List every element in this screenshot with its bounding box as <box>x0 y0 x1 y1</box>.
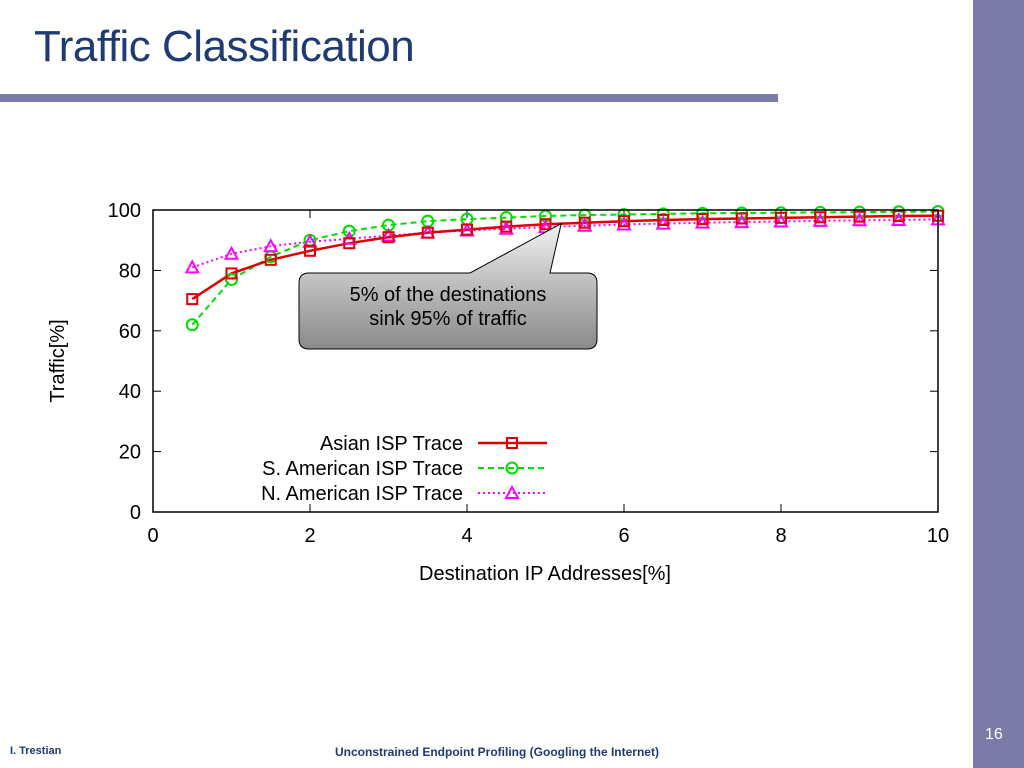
data-point-s0 <box>186 293 199 306</box>
legend: Asian ISP Trace S. American ISP Trace N. A… <box>261 433 547 505</box>
legend-marker <box>504 484 520 499</box>
slide-title: Traffic Classification <box>34 22 415 71</box>
data-point-s2 <box>498 220 514 235</box>
data-point-s1 <box>225 272 238 286</box>
x-tick-label: 6 <box>618 525 629 547</box>
data-point-s2 <box>577 217 593 232</box>
y-tick-label: 100 <box>108 200 141 222</box>
annotation-box <box>298 222 598 350</box>
data-point-s0 <box>382 231 395 244</box>
data-point-s2 <box>694 214 711 229</box>
data-point-s2 <box>616 216 632 231</box>
legend-label: N. American ISP Trace <box>261 483 463 505</box>
series-line-2 <box>191 218 939 269</box>
y-tick-label: 80 <box>119 260 141 282</box>
data-point-s0 <box>264 253 277 266</box>
data-point-s0 <box>225 267 238 280</box>
x-tick-label: 2 <box>304 525 315 547</box>
data-point-s2 <box>851 212 868 227</box>
data-point-s0 <box>775 211 787 224</box>
annotation-callout: 5% of the destinations sink 95% of traff… <box>298 222 598 350</box>
data-point-s0 <box>735 212 748 225</box>
y-tick-label: 0 <box>130 502 141 524</box>
series-lines <box>191 210 939 326</box>
data-point-s0 <box>539 218 552 231</box>
data-point-s2 <box>655 215 671 230</box>
data-point-s1 <box>185 318 199 332</box>
data-point-s0 <box>500 220 513 233</box>
data-point-s0 <box>461 223 473 236</box>
footer-author: I. Trestian <box>10 745 62 757</box>
data-point-s2 <box>380 227 397 242</box>
data-point-s2 <box>223 245 240 260</box>
series-line-0 <box>191 214 939 301</box>
series-markers <box>184 205 946 332</box>
data-point-s1 <box>342 224 356 238</box>
data-point-s2 <box>773 213 789 228</box>
footer-title: Unconstrained Endpoint Profiling (Googli… <box>335 745 659 759</box>
legend-label: S. American ISP Trace <box>262 458 463 480</box>
data-point-s0 <box>304 244 316 257</box>
data-point-s0 <box>421 226 434 239</box>
x-tick-label: 8 <box>775 525 786 547</box>
side-bar <box>973 0 1024 768</box>
annotation-line-1: 5% of the destinations <box>350 284 547 306</box>
y-tick-label: 60 <box>119 321 141 343</box>
data-point-s2 <box>891 211 907 226</box>
data-point-s2 <box>812 212 828 227</box>
data-point-s0 <box>343 237 356 250</box>
page-number: 16 <box>985 726 1003 743</box>
legend-marker <box>506 437 518 449</box>
x-tick-label: 0 <box>147 525 158 547</box>
data-point-s0 <box>618 215 630 228</box>
legend-label: Asian ISP Trace <box>320 433 463 455</box>
plot-frame <box>152 209 939 513</box>
data-point-s2 <box>263 238 279 253</box>
title-rule <box>0 94 778 102</box>
data-point-s0 <box>578 216 591 229</box>
x-tick-label: 10 <box>927 525 949 547</box>
data-point-s2 <box>734 213 750 229</box>
x-axis-label: Destination IP Addresses[%] <box>419 563 671 585</box>
legend-marker <box>505 461 519 475</box>
data-point-s0 <box>853 210 866 223</box>
x-tick-label: 4 <box>461 525 472 547</box>
series-line-1 <box>191 210 939 326</box>
y-tick-label: 40 <box>119 381 141 403</box>
data-point-s2 <box>184 259 200 274</box>
data-point-s0 <box>657 213 670 226</box>
annotation-line-2: sink 95% of traffic <box>369 308 526 330</box>
y-tick-label: 20 <box>119 442 141 464</box>
data-point-s0 <box>696 213 709 226</box>
y-axis-label: Traffic[%] <box>47 319 69 402</box>
data-point-s0 <box>892 210 905 223</box>
data-point-s0 <box>814 211 827 224</box>
